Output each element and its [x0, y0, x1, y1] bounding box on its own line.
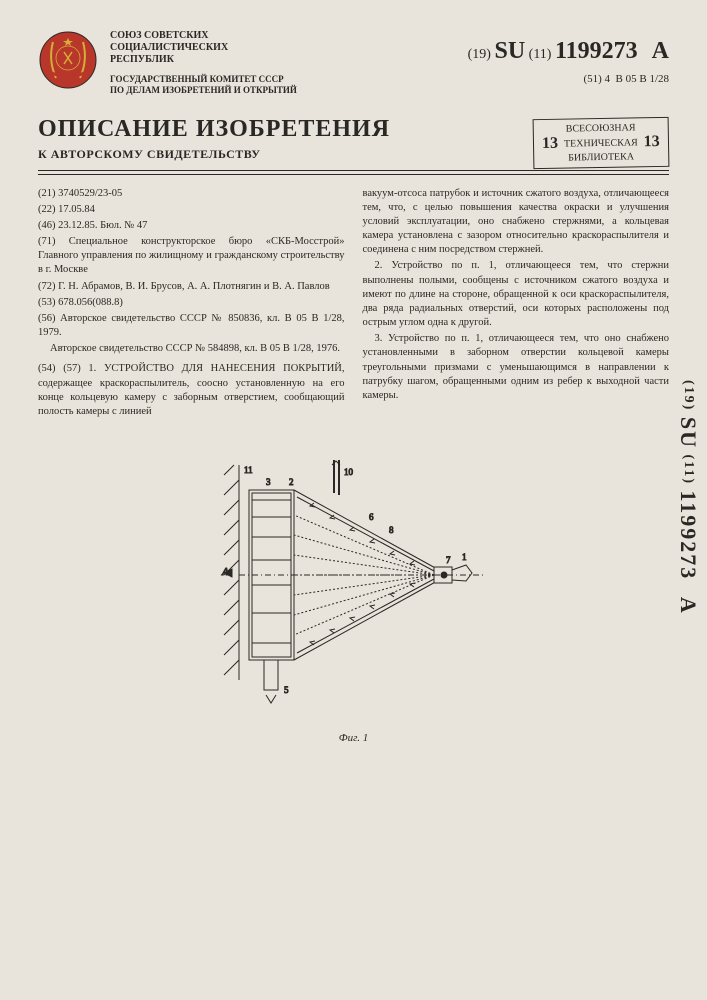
- class-code: В 05 В 1/28: [616, 73, 669, 85]
- spine-suffix: A: [676, 597, 701, 615]
- right-column: вакуум-отсоса патрубок и источник сжатог…: [363, 187, 670, 422]
- stamp-num-left: 13: [542, 135, 558, 153]
- svg-text:1: 1: [462, 552, 467, 562]
- left-column: (21) 3740529/23-05 (22) 17.05.84 (46) 23…: [38, 187, 345, 422]
- figure-label: Фиг. 1: [38, 732, 669, 744]
- svg-text:11: 11: [244, 465, 253, 475]
- svg-text:7: 7: [446, 555, 451, 565]
- doc-suffix: A: [652, 38, 669, 64]
- spine-text: (19) SU (11) 1199273 A: [675, 380, 701, 615]
- doc-country: SU: [494, 38, 525, 64]
- class-prefix: (51) 4: [583, 73, 610, 85]
- doc-number: 1199273: [555, 38, 638, 64]
- field-21: (21) 3740529/23-05: [38, 187, 345, 201]
- ussr-emblem: [38, 30, 98, 90]
- claim-2: 2. Устройство по п. 1, отличающееся тем,…: [363, 259, 670, 330]
- svg-text:2: 2: [289, 477, 294, 487]
- field-22: (22) 17.05.84: [38, 203, 345, 217]
- claim-3: 3. Устройство по п. 1, отличающееся тем,…: [363, 332, 670, 403]
- spine-prefix: (19): [681, 380, 696, 411]
- document-codes: (19) SU (11) 1199273 A (51) 4 В 05 В 1/2…: [468, 38, 669, 85]
- doc-prefix: (19): [468, 47, 491, 62]
- field-56a: (56) Авторское свидетельство СССР № 8508…: [38, 312, 345, 340]
- divider-bottom: [38, 174, 669, 175]
- spine-series: (11): [681, 454, 696, 485]
- svg-text:6: 6: [369, 512, 374, 522]
- stamp-line3: БИБЛИОТЕКА: [542, 151, 660, 164]
- claim-1-cont: вакуум-отсоса патрубок и источник сжатог…: [363, 187, 670, 258]
- svg-text:10: 10: [344, 467, 354, 477]
- field-71: (71) Специальное конструкторское бюро «С…: [38, 235, 345, 278]
- figure-1: А 11 3 2 10 6 8 7 1 5 Фиг. 1: [38, 445, 669, 744]
- svg-text:8: 8: [389, 525, 394, 535]
- stamp-line2: ТЕХНИЧЕСКАЯ: [564, 137, 638, 149]
- field-53: (53) 678.056(088.8): [38, 296, 345, 310]
- field-72: (72) Г. Н. Абрамов, В. И. Брусов, А. А. …: [38, 280, 345, 294]
- stamp-num-right: 13: [644, 133, 660, 151]
- field-56b: Авторское свидетельство СССР № 584898, к…: [38, 342, 345, 356]
- divider-top: [38, 170, 669, 171]
- spine-number: 1199273: [676, 491, 701, 581]
- field-54-57: (54) (57) 1. УСТРОЙСТВО ДЛЯ НАНЕСЕНИЯ ПО…: [38, 362, 345, 419]
- svg-text:3: 3: [266, 477, 271, 487]
- library-stamp: ВСЕСОЮЗНАЯ 13 ТЕХНИЧЕСКАЯ 13 БИБЛИОТЕКА: [533, 117, 670, 169]
- field-46: (46) 23.12.85. Бюл. № 47: [38, 219, 345, 233]
- svg-text:5: 5: [284, 685, 289, 695]
- doc-series: (11): [529, 47, 552, 62]
- spine-country: SU: [676, 417, 701, 449]
